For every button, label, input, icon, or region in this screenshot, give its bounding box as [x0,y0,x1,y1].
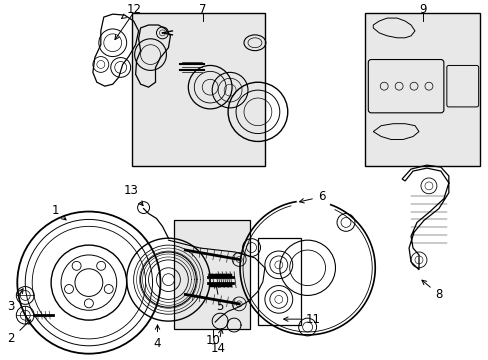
Text: 10: 10 [205,334,220,347]
Bar [174,220,249,329]
Text: 4: 4 [153,325,161,350]
Text: 8: 8 [421,280,442,301]
Bar [131,13,264,166]
Bar [365,13,479,166]
Text: 7: 7 [199,3,206,16]
Text: 14: 14 [210,329,225,355]
Text: 6: 6 [299,190,325,203]
Bar [257,238,300,325]
Text: 12: 12 [122,3,142,18]
Text: 5: 5 [214,283,224,313]
Text: 9: 9 [418,3,426,16]
Text: 3: 3 [8,289,23,313]
Text: 11: 11 [283,312,321,326]
Text: 2: 2 [8,320,30,345]
Text: 13: 13 [123,184,143,206]
Text: 1: 1 [51,204,66,220]
